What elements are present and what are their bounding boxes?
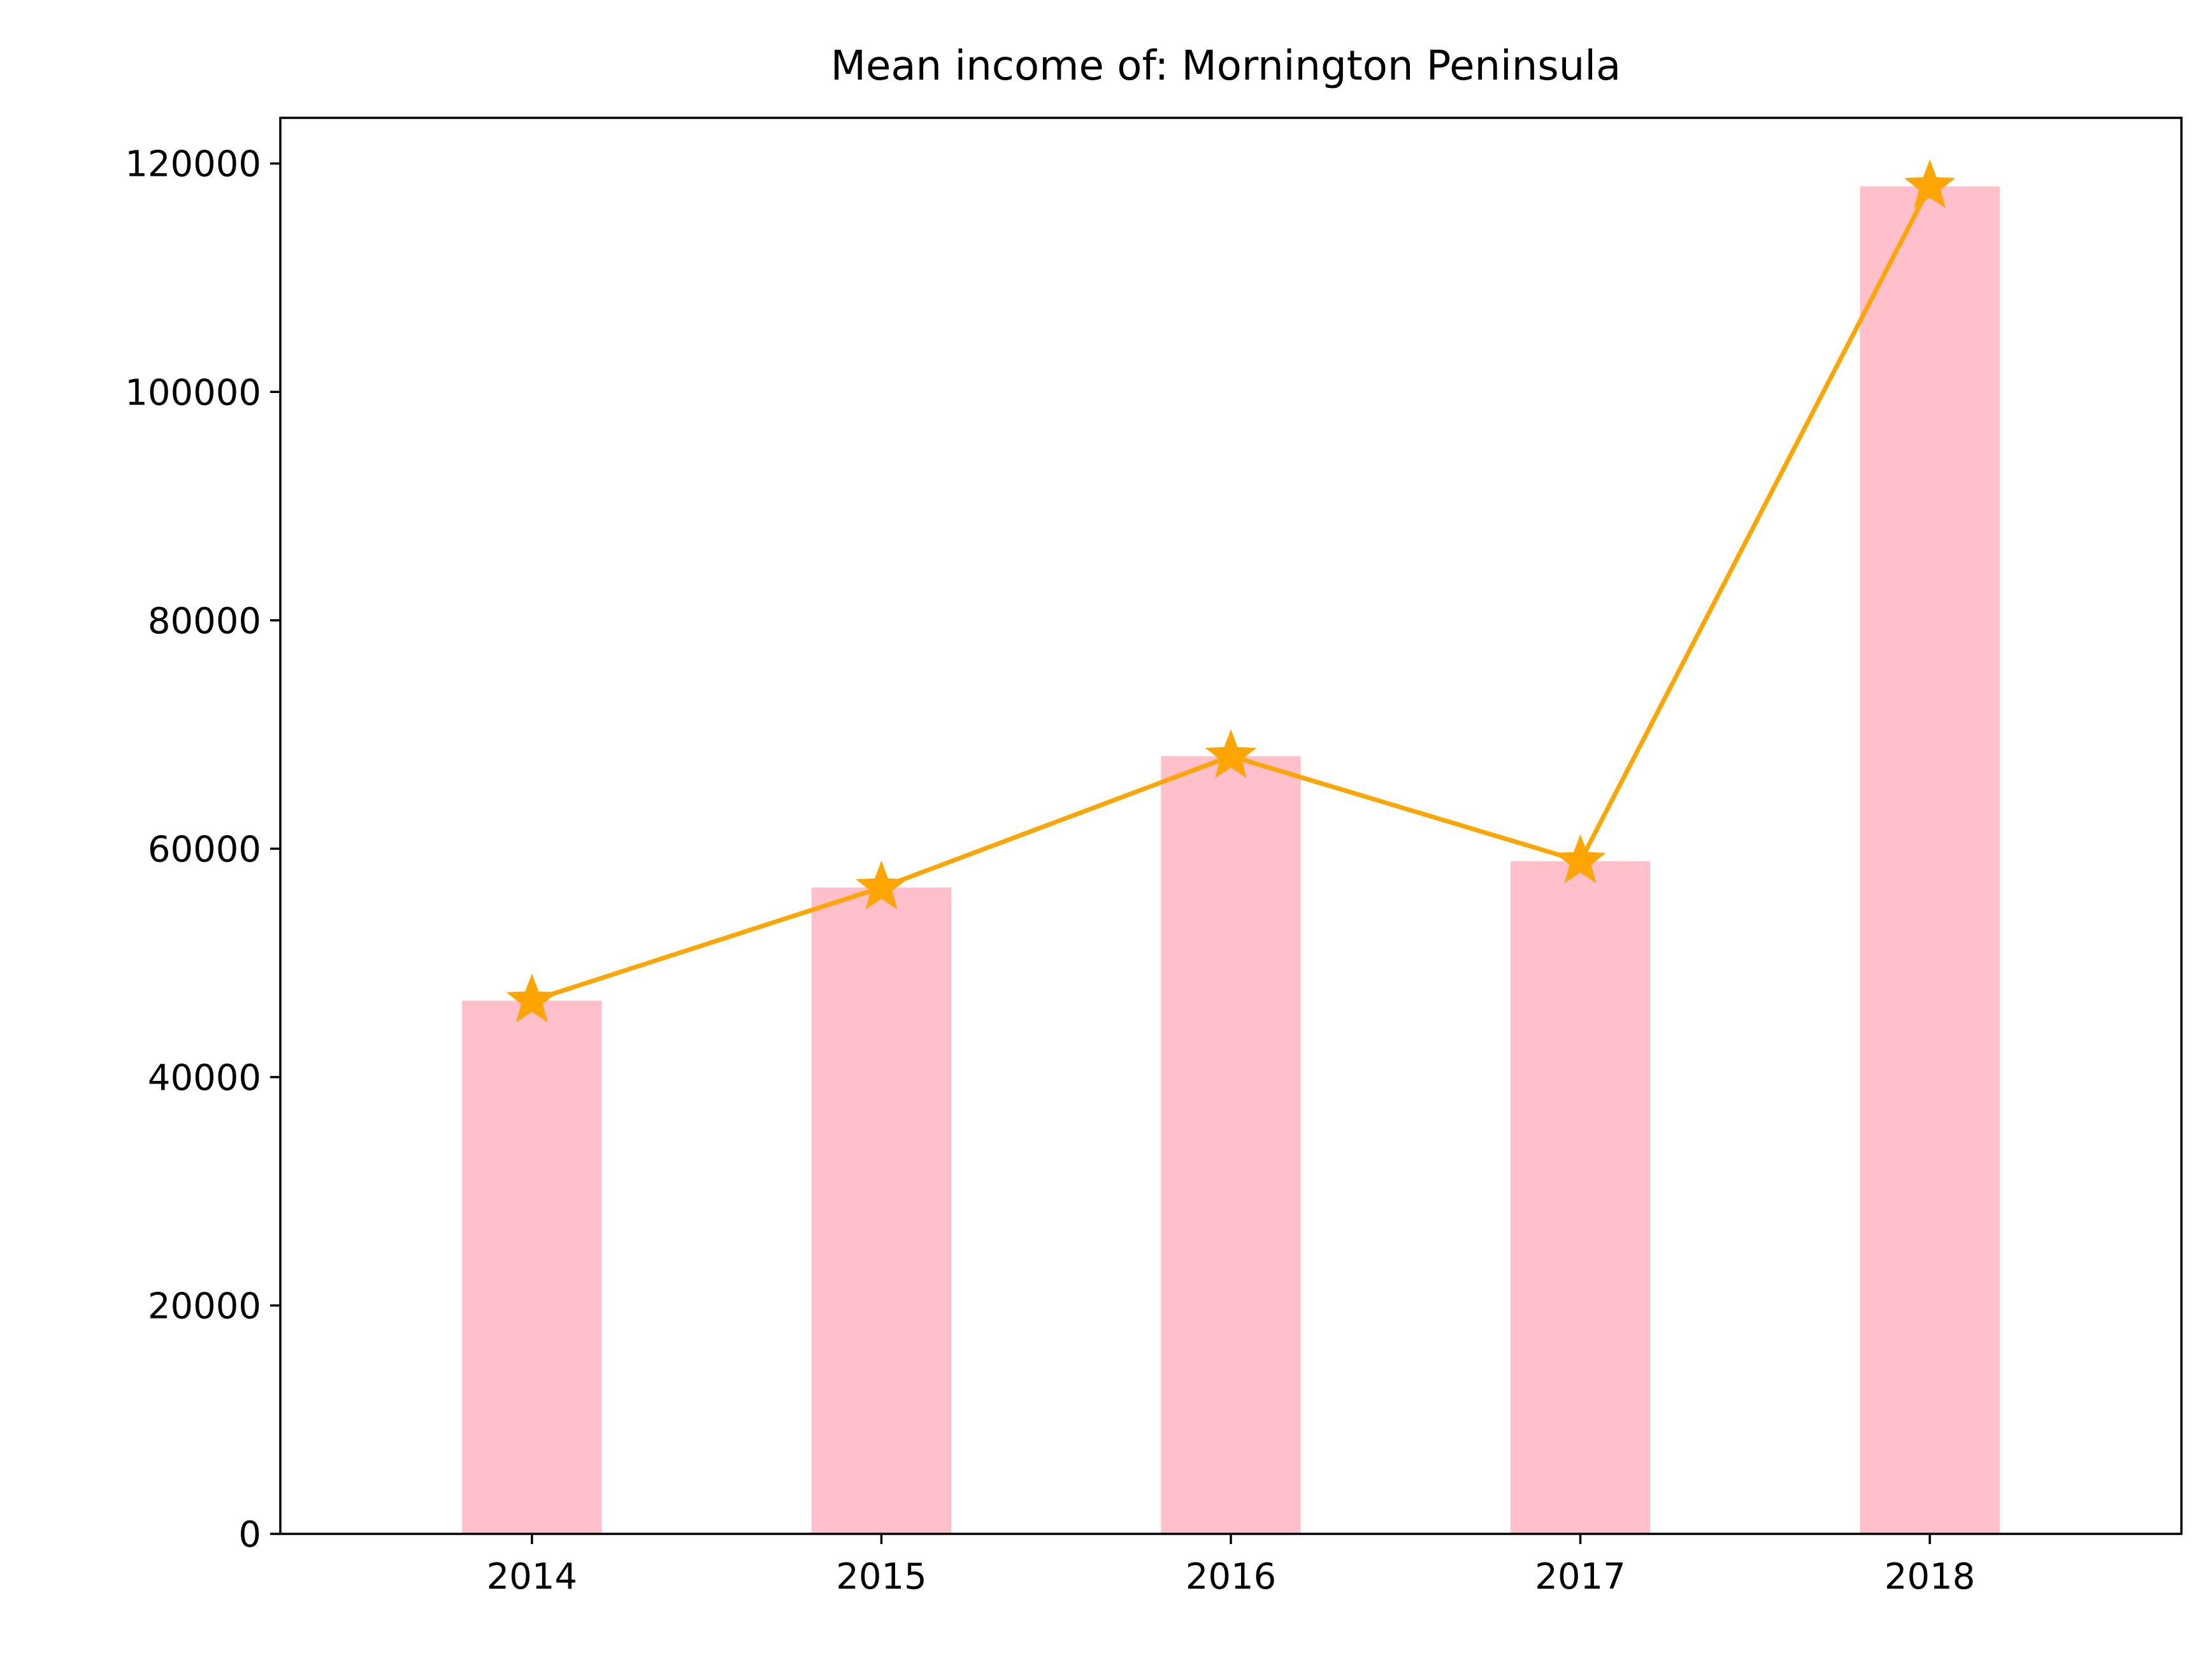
x-tick-label: 2016 (1186, 1556, 1277, 1598)
bar-2015 (811, 887, 952, 1534)
star-marker-2017 (1555, 834, 1606, 884)
y-tick-label: 120000 (125, 144, 261, 185)
bar-2014 (462, 1000, 602, 1534)
y-tick-label: 40000 (148, 1057, 261, 1099)
y-tick-label: 80000 (148, 601, 261, 642)
line-layer (506, 159, 1956, 1022)
bars-layer (462, 186, 2000, 1535)
x-tick-label: 2018 (1885, 1556, 1976, 1598)
x-tick-label: 2015 (836, 1556, 927, 1598)
bar-2016 (1161, 756, 1301, 1534)
x-tick-label: 2014 (487, 1556, 578, 1598)
chart-title: Mean income of: Mornington Peninsula (831, 43, 1621, 90)
star-marker-2018 (1904, 159, 1956, 208)
y-tick-label: 100000 (125, 372, 261, 413)
y-tick-label: 60000 (148, 829, 261, 870)
ticks-layer: 0 20000 40000 60000 80000 100000 120000 2014 201… (125, 144, 1975, 1598)
y-tick-label: 20000 (148, 1285, 261, 1327)
x-tick-label: 2017 (1535, 1556, 1626, 1598)
bar-2017 (1510, 861, 1651, 1534)
star-marker-2014 (506, 973, 558, 1022)
y-tick-label: 0 (238, 1514, 261, 1556)
bar-2018 (1860, 186, 2000, 1535)
star-marker-2015 (856, 861, 907, 910)
star-marker-2016 (1205, 729, 1257, 778)
